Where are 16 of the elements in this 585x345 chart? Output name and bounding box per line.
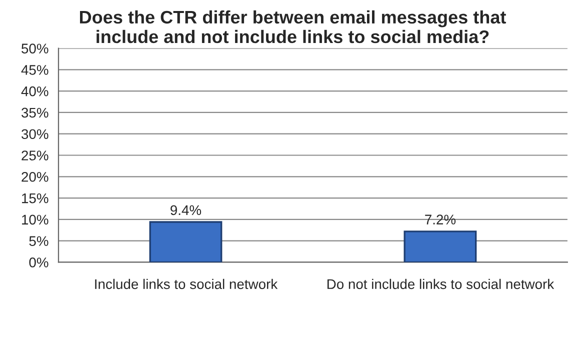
y-tick-label: 25% xyxy=(22,150,48,160)
y-tick-label: 40% xyxy=(21,86,48,96)
y-tick-label: 45% xyxy=(21,65,48,75)
x-tick-label: Include links to social network xyxy=(95,278,278,290)
y-tick-label: 5% xyxy=(29,236,48,246)
x-tick-label: Do not include links to social network xyxy=(327,278,554,290)
y-tick-label: 35% xyxy=(22,108,48,118)
y-tick-label: 10% xyxy=(22,214,48,225)
y-tick-label: 50% xyxy=(22,44,48,54)
chart-title: Does the CTR differ between email messages that include and not include links to social media? xyxy=(80,10,506,44)
y-tick-label: 15% xyxy=(22,193,48,204)
y-tick-label: 0% xyxy=(29,258,48,268)
data-label: 9.4% xyxy=(170,205,202,216)
data-label: 7.2% xyxy=(425,214,456,224)
y-tick-label: 20% xyxy=(22,172,48,182)
y-tick-label: 30% xyxy=(22,129,48,140)
